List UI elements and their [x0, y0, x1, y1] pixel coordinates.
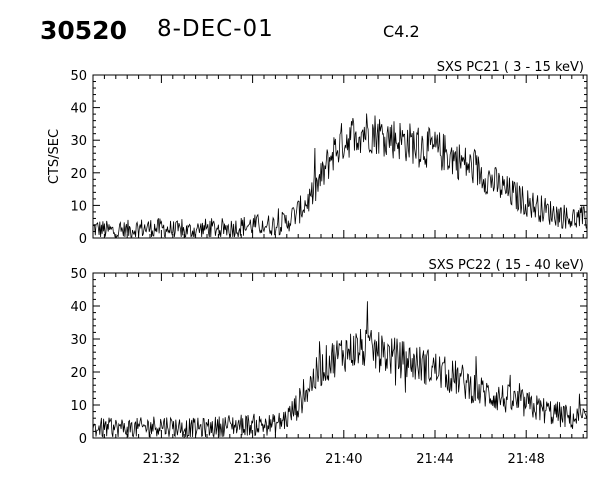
- y-tick-label: 0: [79, 232, 87, 247]
- y-tick-label: 30: [70, 134, 87, 149]
- count-rate-series: [92, 113, 588, 238]
- y-tick-label: 10: [70, 399, 87, 414]
- panel-title: SXS PC22 ( 15 - 40 keV): [428, 258, 584, 273]
- y-tick-label: 50: [70, 69, 87, 84]
- count-rate-series: [92, 301, 588, 439]
- plot-frame: [92, 74, 588, 239]
- x-tick-label: 21:44: [416, 452, 453, 467]
- x-tick-label: 21:48: [507, 452, 544, 467]
- y-tick-label: 20: [70, 366, 87, 381]
- x-tick-label: 21:40: [325, 452, 362, 467]
- event-id: 30520: [40, 16, 127, 45]
- y-tick-label: 20: [70, 167, 87, 182]
- y-tick-label: 50: [70, 267, 87, 282]
- y-axis-label: CTS/SEC: [47, 129, 62, 184]
- y-tick-label: 10: [70, 199, 87, 214]
- plot-frame: [92, 272, 588, 439]
- event-date: 8-DEC-01: [157, 16, 274, 42]
- x-tick-label: 21:36: [234, 452, 271, 467]
- y-tick-label: 40: [70, 300, 87, 315]
- panel-title: SXS PC21 ( 3 - 15 keV): [437, 60, 584, 75]
- flare-class: C4.2: [383, 22, 420, 41]
- y-tick-label: 40: [70, 102, 87, 117]
- x-tick-label: 21:32: [143, 452, 180, 467]
- y-tick-label: 30: [70, 333, 87, 348]
- y-tick-label: 0: [79, 432, 87, 447]
